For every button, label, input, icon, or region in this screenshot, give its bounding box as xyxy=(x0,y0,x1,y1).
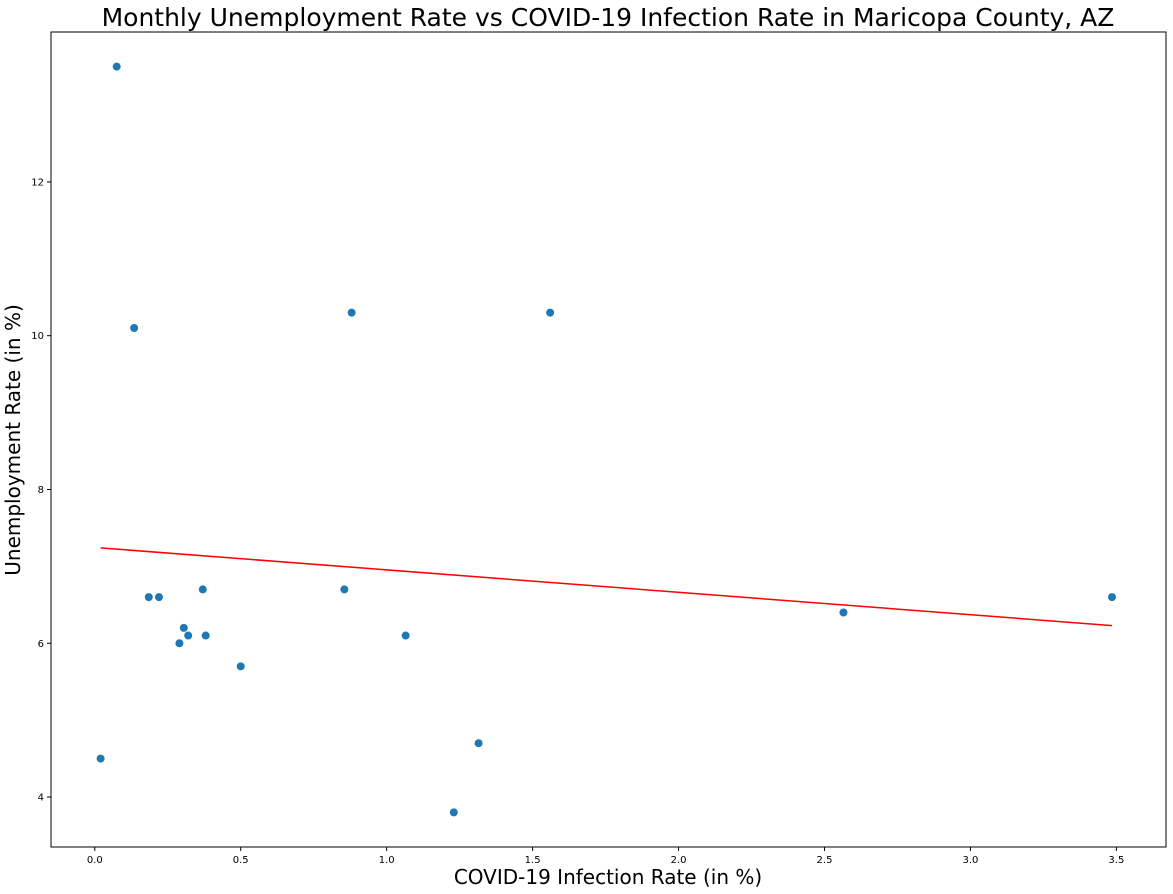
data-point xyxy=(839,608,848,617)
data-point xyxy=(449,808,458,817)
data-point xyxy=(401,631,410,640)
data-point xyxy=(112,62,121,71)
data-point xyxy=(347,308,356,317)
data-point xyxy=(201,631,210,640)
data-point xyxy=(198,585,207,594)
data-point xyxy=(130,324,139,333)
y-tick-label: 10 xyxy=(31,331,44,342)
y-tick-label: 12 xyxy=(31,177,44,188)
x-axis-ticks: 0.0 0.5 1.0 1.5 2.0 2.5 3.0 3.5 xyxy=(87,847,1124,866)
x-tick-label: 0.0 xyxy=(87,855,103,866)
x-tick-label: 2.5 xyxy=(817,855,833,866)
regression-line xyxy=(100,547,1113,627)
data-point xyxy=(546,308,555,317)
x-tick-label: 2.0 xyxy=(671,855,687,866)
points-layer xyxy=(96,62,1117,817)
y-tick-label: 8 xyxy=(38,485,44,496)
y-tick-label: 6 xyxy=(38,639,44,650)
data-point xyxy=(144,593,153,602)
data-point xyxy=(184,631,193,640)
x-axis-label: COVID-19 Infection Rate (in %) xyxy=(454,865,762,889)
x-tick-label: 3.0 xyxy=(962,855,978,866)
y-tick-label: 4 xyxy=(38,793,44,804)
data-point xyxy=(175,639,184,648)
data-point xyxy=(154,593,163,602)
x-tick-label: 1.0 xyxy=(379,855,395,866)
data-point xyxy=(340,585,349,594)
data-point xyxy=(474,739,483,748)
y-axis-label: Unemployment Rate (in %) xyxy=(1,304,25,576)
data-point xyxy=(179,623,188,632)
data-point xyxy=(1108,593,1117,602)
x-tick-label: 3.5 xyxy=(1108,855,1124,866)
x-tick-label: 0.5 xyxy=(233,855,249,866)
regression-layer xyxy=(100,547,1113,627)
data-point xyxy=(236,662,245,671)
y-axis-ticks: 4 6 8 10 12 xyxy=(31,177,51,804)
plot-frame xyxy=(50,31,1167,848)
data-point xyxy=(96,754,105,763)
x-tick-label: 1.5 xyxy=(525,855,541,866)
chart-title: Monthly Unemployment Rate vs COVID-19 In… xyxy=(102,3,1115,32)
